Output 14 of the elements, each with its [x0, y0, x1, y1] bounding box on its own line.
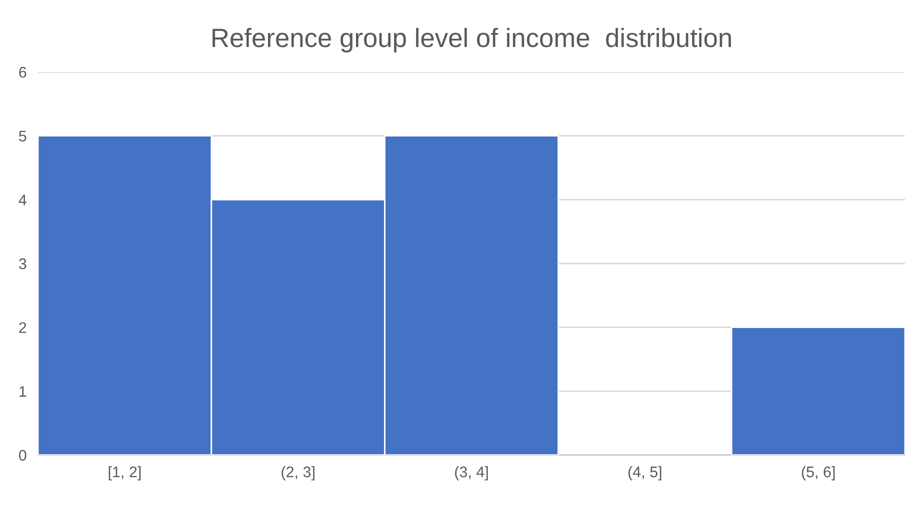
y-tick-label: 5	[19, 130, 26, 142]
x-tick-label: (5, 6]	[802, 466, 835, 480]
chart-title: Reference group level of income distribution	[212, 28, 731, 52]
x-tick-label: (3, 4]	[455, 466, 488, 480]
y-tick-label: 1	[20, 386, 26, 397]
y-tick-label: 6	[19, 66, 26, 78]
y-tick-label: 3	[18, 258, 26, 270]
x-tick-label: (4, 5]	[628, 466, 662, 480]
y-tick-label: 4	[18, 194, 26, 206]
y-tick-label: 2	[19, 322, 26, 333]
x-tick-label: [1, 2]	[108, 466, 141, 480]
x-tick-label: (2, 3]	[282, 466, 314, 480]
y-tick-label: 0	[18, 450, 26, 461]
bar	[730, 326, 905, 455]
